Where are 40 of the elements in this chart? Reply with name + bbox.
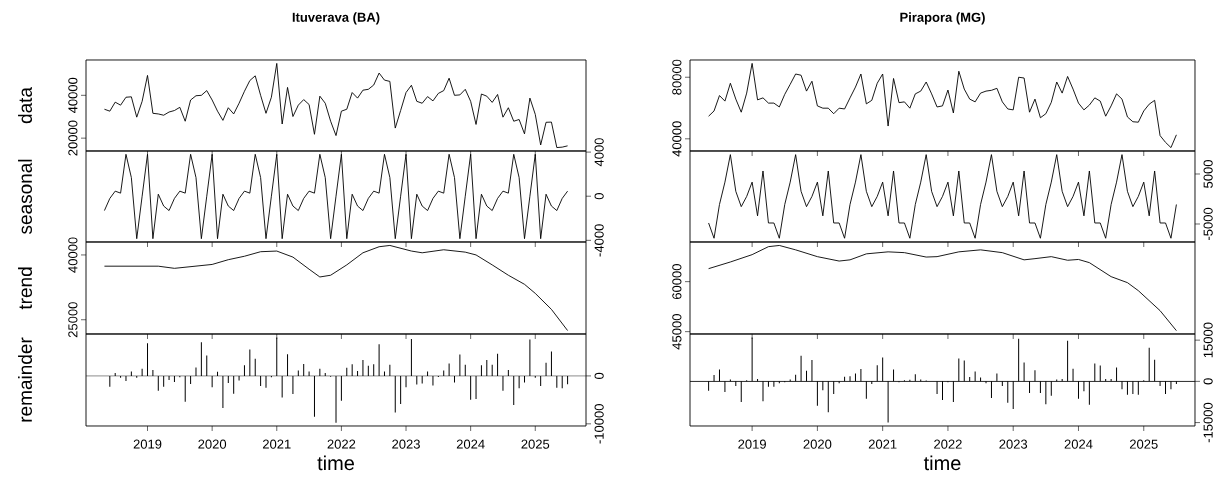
x-tick-label: 2022	[327, 439, 356, 449]
y2-tick-label: 15000	[1203, 322, 1213, 358]
y-tick-label: 25000	[68, 302, 78, 338]
y-axis-title: trend	[18, 267, 32, 310]
x-tick-label: 2021	[868, 439, 897, 449]
x-tick-label: 2024	[1064, 439, 1093, 449]
x-tick-label: 2025	[521, 439, 550, 449]
x-tick-label: 2022	[934, 439, 962, 449]
y-axis-title: data	[18, 87, 32, 124]
x-tick-label: 2023	[999, 439, 1028, 449]
chart-title: Ituverava (BA)	[292, 12, 380, 25]
y2-tick-label: 0	[594, 193, 604, 200]
y2-tick-label: 4000	[594, 138, 604, 167]
y-tick-label: 80000	[672, 59, 682, 95]
x-tick-label: 2019	[738, 439, 766, 449]
y-axis-title: seasonal	[18, 159, 32, 234]
y-tick-label: 20000	[68, 120, 78, 156]
y2-tick-label: 0	[1203, 378, 1213, 385]
y-tick-label: 60000	[672, 264, 682, 300]
y-axis-title: remainder	[18, 337, 32, 422]
x-tick-label: 2020	[803, 439, 832, 449]
y-tick-label: 40000	[68, 237, 78, 273]
y-tick-label: 40000	[672, 121, 682, 157]
y2-tick-label: -15000	[1203, 402, 1213, 443]
x-tick-label: 2023	[392, 439, 420, 449]
y2-tick-label: 5000	[1203, 160, 1213, 188]
y2-tick-label: -5000	[1203, 207, 1213, 241]
y2-tick-label: -10000	[594, 404, 604, 444]
x-tick-label: 2021	[262, 439, 291, 449]
x-axis-title: time	[923, 455, 961, 471]
x-tick-label: 2025	[1129, 439, 1158, 449]
chart-title: Pirapora (MG)	[900, 12, 985, 25]
y-tick-label: 40000	[68, 77, 78, 114]
y-tick-label: 45000	[672, 314, 682, 350]
y2-tick-label: -4000	[594, 224, 604, 257]
y2-tick-label: 0	[594, 372, 604, 380]
x-tick-label: 2019	[133, 439, 162, 449]
x-axis-title: time	[317, 455, 354, 471]
x-tick-label: 2020	[198, 439, 227, 449]
x-tick-label: 2024	[456, 439, 485, 449]
